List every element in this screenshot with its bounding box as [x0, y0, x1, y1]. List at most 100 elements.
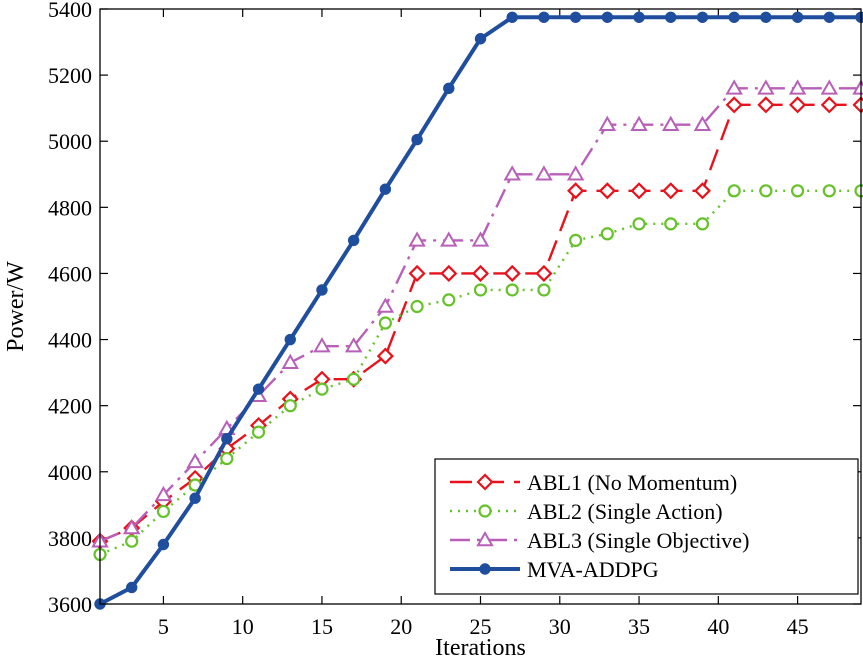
data-point — [757, 79, 775, 95]
data-point — [855, 11, 863, 23]
data-point — [696, 11, 709, 23]
y-tick-label: 4200 — [48, 394, 92, 419]
data-point — [633, 11, 645, 23]
data-point — [154, 485, 173, 502]
data-point — [220, 451, 234, 466]
data-point — [186, 452, 204, 469]
axes-box — [99, 8, 862, 605]
data-point — [506, 11, 518, 23]
data-point — [471, 231, 490, 247]
data-point — [474, 33, 487, 45]
data-point — [727, 184, 741, 198]
data-point — [347, 372, 361, 386]
y-axis-title: Power/W — [3, 261, 29, 352]
data-point — [252, 383, 265, 395]
data-point — [791, 11, 804, 23]
y-tick-label: 5000 — [48, 129, 92, 154]
legend-label: ABL3 (Single Objective) — [527, 528, 749, 553]
data-point — [789, 96, 807, 114]
data-point — [344, 337, 363, 353]
data-point — [567, 182, 585, 200]
legend-entry-2: ABL2 (Single Action) — [450, 499, 723, 524]
y-tick-label: 3600 — [48, 592, 92, 617]
data-point — [376, 297, 395, 313]
data-point — [537, 283, 551, 297]
data-point — [410, 299, 424, 314]
data-point — [126, 581, 138, 594]
legend-entry-3: ABL3 (Single Objective) — [450, 528, 749, 553]
data-point — [630, 115, 648, 131]
data-point — [600, 227, 614, 241]
data-point — [854, 184, 863, 198]
data-point — [728, 11, 740, 23]
data-point — [376, 347, 394, 365]
data-point — [379, 183, 392, 195]
data-point — [538, 11, 550, 23]
data-point — [503, 165, 521, 181]
data-point — [125, 534, 139, 548]
data-point — [347, 234, 360, 247]
data-point — [535, 264, 553, 283]
legend-entry-1: ABL1 (No Momentum) — [450, 470, 737, 495]
data-point — [283, 399, 297, 413]
y-tick-label: 5200 — [48, 63, 92, 88]
data-point — [664, 217, 678, 231]
series-3 — [91, 79, 863, 548]
y-tick-label: 4000 — [48, 460, 92, 485]
data-point — [601, 11, 614, 23]
data-point — [632, 217, 646, 231]
data-point — [630, 182, 648, 200]
y-tick-label: 4800 — [48, 195, 92, 220]
x-tick-label: 40 — [707, 614, 729, 639]
data-point — [760, 11, 772, 23]
data-point — [822, 184, 836, 198]
x-tick-label: 20 — [390, 614, 412, 639]
data-point — [820, 79, 839, 95]
x-tick-label: 35 — [628, 614, 650, 639]
data-point — [823, 11, 835, 23]
data-point — [442, 293, 456, 307]
y-tick-label: 3800 — [48, 526, 92, 551]
data-point — [316, 284, 328, 296]
data-point — [408, 231, 426, 247]
x-tick-label: 30 — [549, 614, 571, 639]
x-tick-label: 25 — [470, 614, 492, 639]
x-tick-label: 15 — [311, 614, 333, 639]
data-point — [665, 11, 677, 23]
data-point — [693, 182, 712, 200]
data-point — [440, 264, 458, 283]
legend-entry-4: MVA-ADDPG — [450, 557, 659, 582]
series-4 — [94, 11, 863, 610]
data-point — [505, 283, 519, 297]
x-tick-label: 10 — [232, 614, 254, 639]
legend-label: ABL1 (No Momentum) — [527, 470, 737, 495]
data-point — [503, 264, 521, 283]
x-tick-label: 5 — [158, 614, 169, 639]
data-point — [284, 333, 296, 346]
x-axis-title: Iterations — [435, 635, 526, 657]
legend-marker — [479, 563, 491, 575]
data-point — [569, 233, 583, 247]
data-point — [157, 538, 170, 551]
data-point — [378, 316, 392, 330]
data-point — [757, 96, 775, 114]
data-point — [598, 115, 617, 131]
data-point — [156, 504, 171, 519]
data-point — [725, 79, 743, 95]
y-tick-label: 4600 — [48, 261, 92, 286]
data-point — [662, 182, 680, 200]
data-point — [566, 165, 585, 181]
data-point — [820, 96, 838, 114]
data-point — [725, 96, 743, 114]
data-point — [443, 82, 455, 95]
x-tick-label: 45 — [787, 614, 809, 639]
data-point — [598, 182, 616, 200]
data-point — [535, 165, 553, 181]
legend-box — [434, 458, 859, 595]
data-point — [473, 283, 488, 297]
y-tick-label: 5400 — [48, 0, 92, 22]
legend-marker — [476, 473, 494, 491]
data-point — [281, 353, 299, 369]
data-point — [189, 492, 201, 504]
